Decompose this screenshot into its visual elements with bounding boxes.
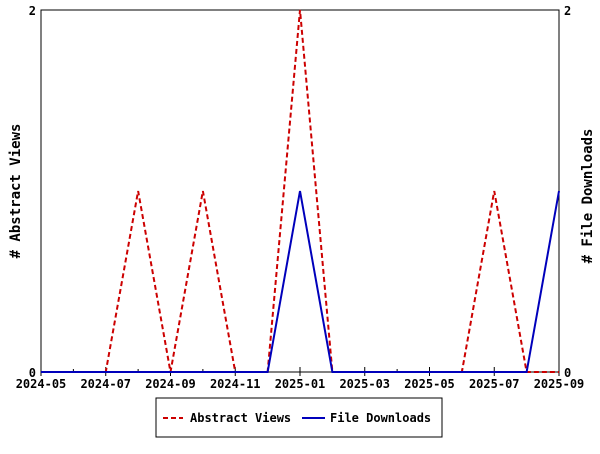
x-tick-label: 2025-05 [404,377,455,391]
x-tick-label: 2025-01 [275,377,326,391]
legend-box [155,397,443,438]
y-tick-right-2: 2 [564,4,571,18]
y-tick-left-0: 0 [29,366,36,380]
x-tick-label: 2024-07 [80,377,131,391]
series-line-abstract-views [41,9,559,373]
x-tick-label: 2025-09 [534,377,585,391]
legend-label-file-downloads: File Downloads [330,411,431,425]
x-tick-label: 2024-05 [16,377,67,391]
y-tick-left-2: 2 [29,4,36,18]
x-tick-label: 2025-03 [339,377,390,391]
legend-label-abstract-views: Abstract Views [190,411,291,425]
y-axis-label-left: # Abstract Views [8,124,24,259]
x-tick-label: 2024-11 [210,377,261,391]
y-tick-right-0: 0 [564,366,571,380]
y-axis-label-right: # File Downloads [580,129,596,264]
series-line-file-downloads [41,190,560,373]
legend: Abstract Views File Downloads [155,397,443,438]
x-tick-label: 2024-09 [145,377,196,391]
x-tick-label: 2025-07 [469,377,520,391]
